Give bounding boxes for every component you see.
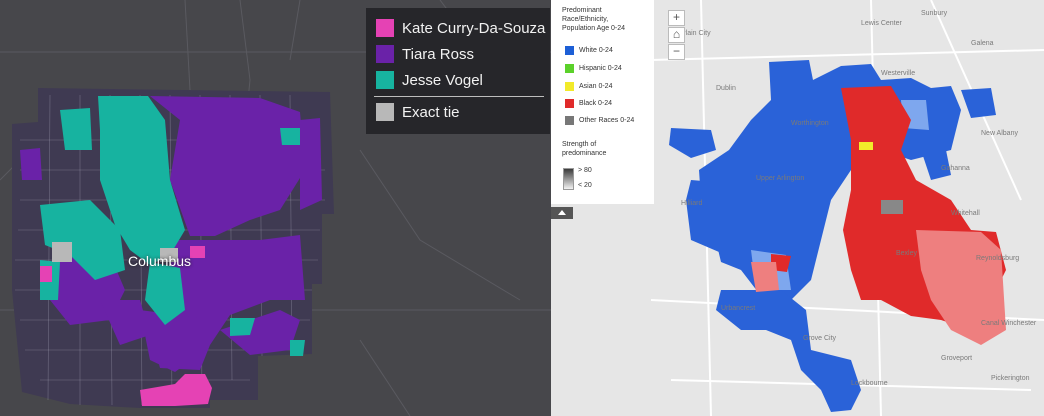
- legend-panel: Kate Curry-Da-Souza Tiara Ross Jesse Vog…: [366, 8, 550, 134]
- other-races-regions: [881, 200, 903, 214]
- legend-item-white[interactable]: White 0-24: [565, 46, 613, 55]
- legend-item-tiara[interactable]: Tiara Ross: [376, 44, 474, 64]
- place-label: Whitehall: [951, 210, 980, 217]
- tiara-ross-regions: [20, 96, 322, 372]
- place-label: Bexley: [896, 250, 918, 257]
- zoom-in-button[interactable]: +: [668, 10, 685, 26]
- place-label: Sunbury: [921, 10, 948, 17]
- kate-curry-regions: [40, 246, 212, 406]
- legend-item-asian[interactable]: Asian 0-24: [565, 82, 612, 91]
- legend-swatch-tiara: [376, 45, 394, 63]
- strength-high-label: > 80: [578, 167, 592, 174]
- place-label: New Albany: [981, 130, 1018, 137]
- legend-label: Hispanic 0-24: [579, 65, 622, 72]
- legend-label: Kate Curry-Da-Souza: [402, 19, 546, 37]
- legend-item-tie[interactable]: Exact tie: [376, 102, 460, 122]
- legend-item-kate[interactable]: Kate Curry-Da-Souza: [376, 18, 545, 38]
- legend-item-hispanic[interactable]: Hispanic 0-24: [565, 64, 622, 73]
- place-label: Gahanna: [941, 165, 970, 172]
- election-results-map[interactable]: Kate Curry-Da-Souza Tiara Ross Jesse Vog…: [0, 0, 551, 416]
- place-label: Reynoldsburg: [976, 255, 1020, 262]
- legend-label: Exact tie: [402, 103, 460, 121]
- city-label: Columbus: [128, 253, 192, 269]
- strength-title: Strength of predominance: [562, 141, 607, 157]
- asian-0-24-regions: [859, 142, 873, 150]
- place-label: Hilliard: [681, 200, 703, 207]
- black-0-24-light-regions: [751, 230, 1006, 345]
- place-label: Lewis Center: [861, 20, 902, 27]
- election-map-canvas: [0, 0, 551, 416]
- legend-label: Asian 0-24: [579, 83, 613, 90]
- strength-low-label: < 20: [578, 182, 592, 189]
- legend-swatch-black: [565, 99, 574, 108]
- legend-label: White 0-24: [579, 47, 613, 54]
- demographics-legend-panel: Predominant Race/Ethnicity, Population A…: [551, 0, 654, 204]
- place-label: Dublin: [716, 85, 736, 92]
- place-label: Canal Winchester: [981, 320, 1037, 327]
- legend-swatch-tie: [376, 103, 394, 121]
- demographics-map[interactable]: Westerville Dublin Hilliard Gahanna Grov…: [551, 0, 1044, 416]
- place-label: Upper Arlington: [756, 175, 805, 182]
- legend-swatch-hispanic: [565, 64, 574, 73]
- place-label: Worthington: [791, 120, 829, 127]
- legend-label: Jesse Vogel: [402, 71, 483, 89]
- place-label: Plain City: [681, 30, 711, 37]
- zoom-out-button[interactable]: −: [668, 44, 685, 60]
- place-label: Westerville: [881, 70, 916, 77]
- legend-swatch-other: [565, 116, 574, 125]
- legend-swatch-jesse: [376, 71, 394, 89]
- place-label: Pickerington: [991, 375, 1030, 382]
- legend-item-jesse[interactable]: Jesse Vogel: [376, 70, 483, 90]
- strength-gradient: [563, 168, 574, 190]
- collapse-legend-button[interactable]: [551, 207, 573, 219]
- legend-divider: [374, 96, 544, 97]
- legend-label: Other Races 0-24: [579, 117, 635, 124]
- legend-label: Black 0-24: [579, 100, 613, 107]
- demographics-map-canvas: [650, 0, 1044, 416]
- place-label: Lockbourne: [851, 380, 888, 387]
- place-label: Grove City: [803, 335, 837, 342]
- place-label: Groveport: [941, 355, 973, 362]
- legend-swatch-white: [565, 46, 574, 55]
- legend-swatch-asian: [565, 82, 574, 91]
- legend-item-black[interactable]: Black 0-24: [565, 99, 612, 108]
- legend-title: Predominant Race/Ethnicity, Population A…: [562, 7, 626, 32]
- legend-item-other[interactable]: Other Races 0-24: [565, 116, 645, 125]
- legend-swatch-kate: [376, 19, 394, 37]
- exact-tie-regions: [52, 242, 178, 262]
- place-label: Urbancrest: [721, 305, 756, 312]
- legend-label: Tiara Ross: [402, 45, 474, 63]
- home-button[interactable]: ⌂: [668, 27, 685, 43]
- place-label: Galena: [971, 40, 994, 47]
